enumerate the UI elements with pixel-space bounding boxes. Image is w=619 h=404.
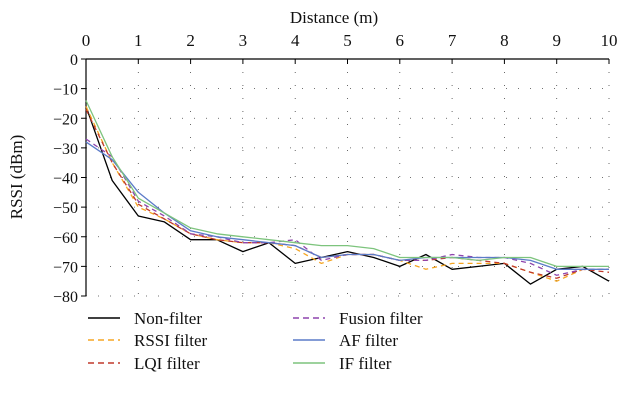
legend-label: LQI filter [134,354,200,373]
x-tick-label: 8 [500,31,509,50]
x-tick-label: 7 [448,31,457,50]
y-tick-label: −30 [53,141,78,158]
legend: Non-filter RSSI filter LQI filter Fusion fi… [88,309,423,373]
legend-label: Non-filter [134,309,202,328]
y-tick-label: −70 [53,259,78,276]
y-tick-label: −80 [53,289,78,306]
legend-label: AF filter [339,331,398,350]
x-tick-label: 5 [343,31,352,50]
legend-label: Fusion filter [339,309,423,328]
y-tick-label: 0 [70,52,78,69]
x-ticks: 0 1 2 3 4 5 6 7 8 9 10 [82,31,618,64]
y-tick-label: −50 [53,200,78,217]
x-tick-label: 3 [239,31,248,50]
y-ticks: 0 −10 −20 −30 −40 −50 −60 −70 −80 [53,52,86,306]
grid [86,59,610,297]
x-axis-label: Distance (m) [290,8,378,27]
x-tick-label: 1 [134,31,143,50]
y-tick-label: −10 [53,82,78,99]
legend-label: IF filter [339,354,392,373]
x-tick-label: 10 [601,31,618,50]
series-line-if-filter [85,100,609,268]
x-tick-label: 0 [82,31,91,50]
y-tick-label: −60 [53,230,78,247]
series-layer [85,100,610,285]
y-tick-label: −40 [53,171,78,188]
y-tick-label: −20 [53,111,78,128]
series-line-non-filter [85,106,610,285]
x-tick-label: 9 [552,31,561,50]
x-tick-label: 6 [396,31,405,50]
series-line-af-filter [85,141,609,270]
series-line-lqi-filter [85,109,610,279]
x-tick-label: 4 [291,31,300,50]
legend-label: RSSI filter [134,331,208,350]
x-tick-label: 2 [186,31,195,50]
y-axis-label: RSSI (dBm) [7,135,26,220]
